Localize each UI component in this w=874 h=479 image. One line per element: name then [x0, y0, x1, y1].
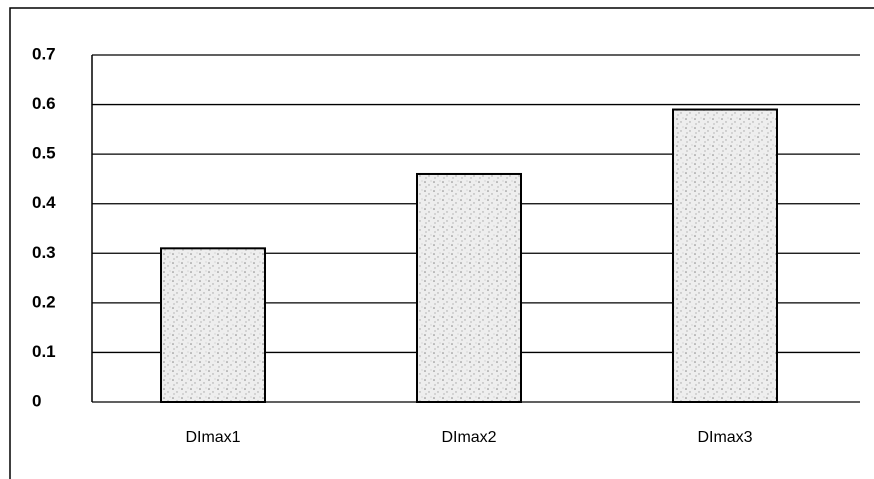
- y-tick-label: 0: [32, 391, 41, 410]
- x-tick-label: DImax1: [185, 429, 240, 446]
- y-tick-label: 0.4: [32, 193, 56, 212]
- y-tick-label: 0.3: [32, 243, 56, 262]
- y-tick-label: 0.2: [32, 292, 56, 311]
- y-tick-label: 0.5: [32, 144, 56, 163]
- bar: [160, 247, 266, 403]
- frame: [9, 7, 874, 479]
- x-tick-label: DImax2: [441, 429, 496, 446]
- y-tick-label: 0.6: [32, 94, 56, 113]
- bar: [416, 172, 522, 403]
- bar: [672, 108, 778, 404]
- y-tick-label: 0.1: [32, 342, 56, 361]
- y-tick-label: 0.7: [32, 44, 56, 63]
- x-tick-label: DImax3: [697, 429, 752, 446]
